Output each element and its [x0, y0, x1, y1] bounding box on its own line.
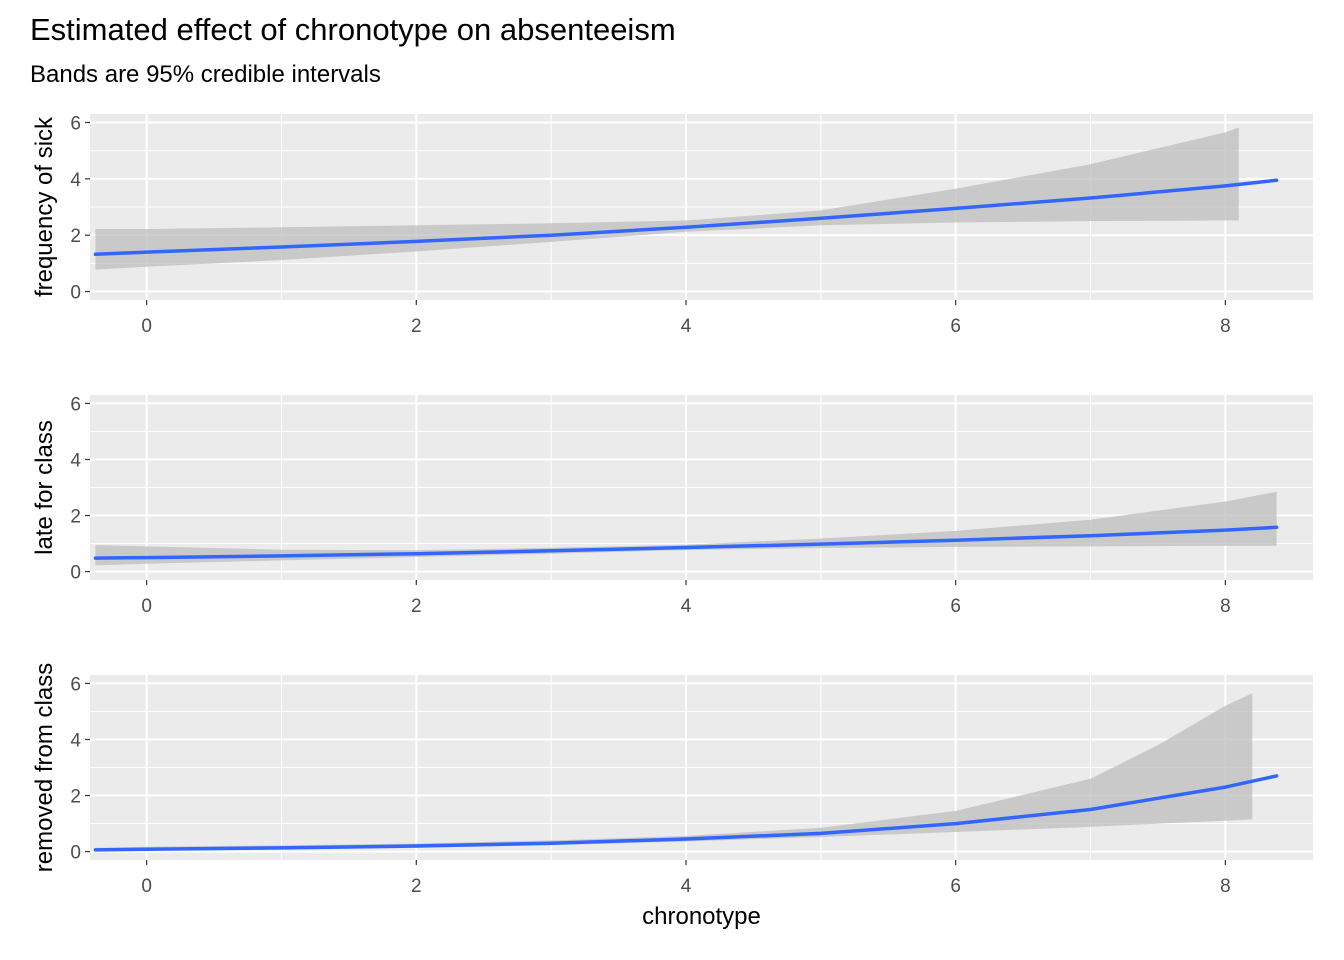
y-axis-title: removed from class — [31, 663, 58, 872]
x-tick-label: 2 — [411, 876, 422, 897]
y-tick-label: 6 — [70, 113, 81, 134]
x-tick-label: 8 — [1220, 596, 1231, 617]
x-tick-label: 0 — [141, 876, 152, 897]
x-tick-label: 4 — [681, 876, 692, 897]
x-tick-label: 0 — [141, 596, 152, 617]
panel-2: 0 2 4 6 0 2 4 6 8 late for class — [31, 394, 1313, 617]
y-axis-title: late for class — [31, 420, 58, 555]
y-tick-label: 4 — [70, 450, 81, 471]
x-tick-label: 2 — [411, 316, 422, 337]
x-tick-label: 2 — [411, 596, 422, 617]
x-tick-label: 6 — [950, 876, 961, 897]
x-tick-label: 8 — [1220, 316, 1231, 337]
credible-band — [95, 127, 1239, 270]
y-tick-label: 4 — [70, 170, 81, 191]
x-tick-label: 4 — [681, 316, 692, 337]
y-tick-label: 2 — [70, 226, 81, 247]
y-tick-label: 0 — [70, 843, 81, 864]
estimate-line — [93, 178, 1279, 257]
x-tick-label: 6 — [950, 596, 961, 617]
x-axis-title: chronotype — [642, 903, 761, 930]
y-tick-label: 6 — [70, 394, 81, 415]
credible-band — [95, 693, 1253, 851]
panel-1: 0 2 4 6 0 2 4 6 8 frequency of sick — [31, 113, 1313, 337]
y-tick-label: 4 — [70, 730, 81, 751]
y-tick-label: 2 — [70, 787, 81, 808]
estimate-line — [93, 774, 1279, 852]
y-tick-label: 0 — [70, 283, 81, 304]
y-tick-label: 6 — [70, 674, 81, 695]
panel-3: 0 2 4 6 0 2 4 6 8 removed from class chronotype — [31, 663, 1313, 930]
y-axis-title: frequency of sick — [31, 116, 58, 297]
y-tick-label: 2 — [70, 507, 81, 528]
x-tick-label: 4 — [681, 596, 692, 617]
chart-title: Estimated effect of chronotype on absent… — [30, 12, 676, 47]
estimate-line — [93, 525, 1279, 560]
x-tick-label: 0 — [141, 316, 152, 337]
x-tick-label: 8 — [1220, 876, 1231, 897]
x-tick-label: 6 — [950, 316, 961, 337]
chart-subtitle: Bands are 95% credible intervals — [30, 61, 381, 88]
y-tick-label: 0 — [70, 563, 81, 584]
